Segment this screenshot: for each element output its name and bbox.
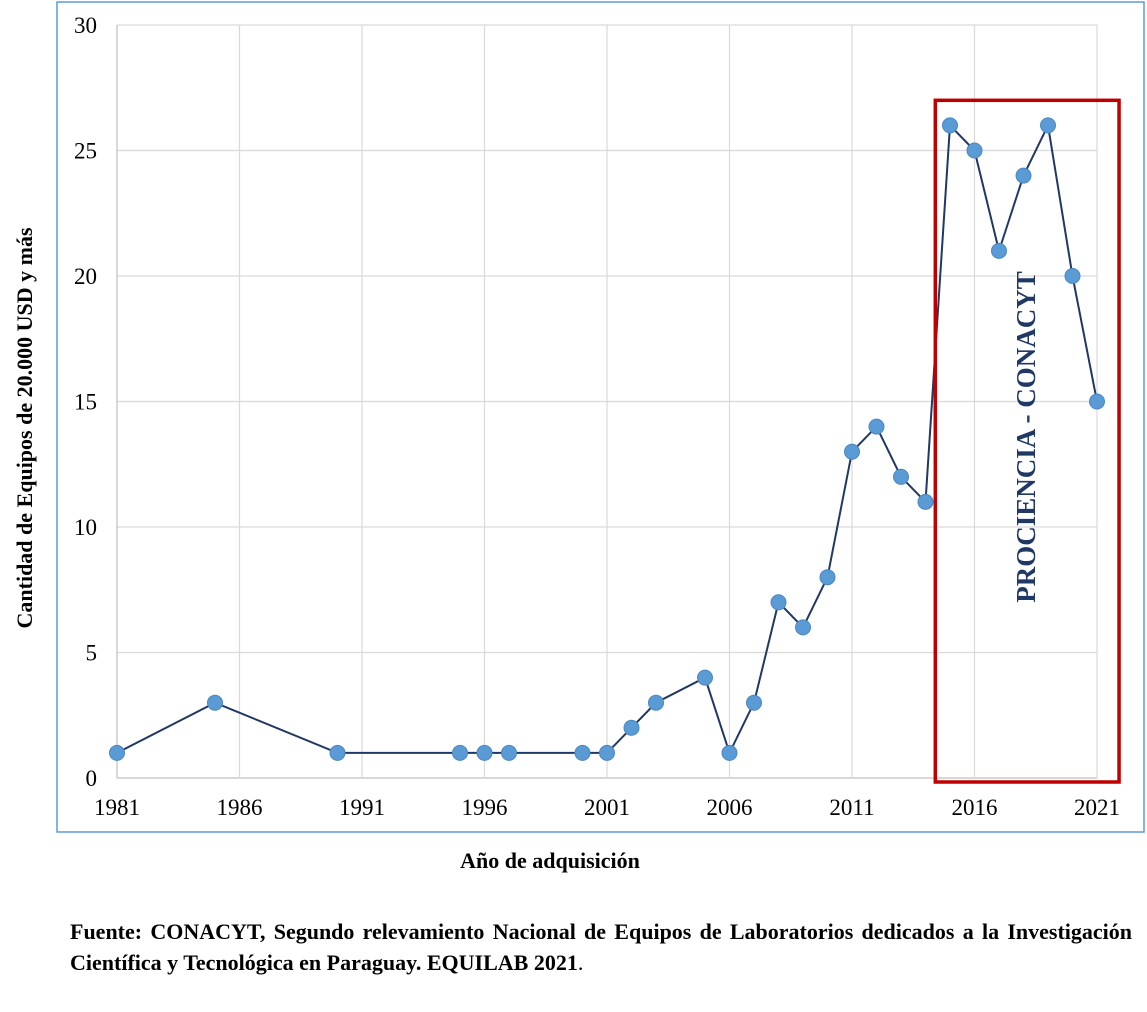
highlight-box xyxy=(933,98,1121,784)
data-point xyxy=(966,142,983,159)
data-point xyxy=(648,694,664,711)
y-tick-label: 30 xyxy=(74,13,97,38)
data-point xyxy=(329,744,346,761)
x-tick-label: 2011 xyxy=(829,795,874,820)
x-tick-label: 2001 xyxy=(584,795,630,820)
y-tick-label: 0 xyxy=(86,766,98,791)
y-tick-label: 20 xyxy=(74,264,97,289)
data-point xyxy=(795,619,811,636)
y-tick-label: 5 xyxy=(86,641,98,666)
data-point xyxy=(991,242,1007,259)
data-point xyxy=(770,594,787,611)
source-text: CONACYT, Segundo relevamiento Nacional d… xyxy=(70,919,1133,975)
y-tick-label: 15 xyxy=(74,390,97,415)
data-point xyxy=(109,744,125,761)
data-point xyxy=(574,744,591,761)
data-point xyxy=(721,744,738,761)
x-tick-label: 1986 xyxy=(217,795,263,820)
y-tick-label: 10 xyxy=(74,515,97,540)
data-point xyxy=(697,669,713,686)
data-points xyxy=(109,117,1105,761)
data-point xyxy=(844,443,860,460)
data-point xyxy=(1089,393,1105,410)
data-point xyxy=(476,744,493,761)
x-tick-label: 2021 xyxy=(1074,795,1120,820)
data-point xyxy=(917,493,934,510)
data-point xyxy=(623,719,640,736)
data-point xyxy=(746,694,762,711)
source-end: . xyxy=(577,950,584,975)
annotation-label: PROCIENCIA - CONACYT xyxy=(1011,271,1041,603)
x-tick-label: 1991 xyxy=(339,795,385,820)
source-note: Fuente: CONACYT, Segundo relevamiento Na… xyxy=(70,916,1132,978)
y-tick-label: 25 xyxy=(74,139,97,164)
line-chart: 0 5 10 15 20 25 30 1981 1986 1991 1996 2001 2006 201… xyxy=(12,1,1145,833)
data-point xyxy=(942,117,958,134)
x-tick-label: 2016 xyxy=(952,795,998,820)
x-tick-label: 1981 xyxy=(94,795,140,820)
data-point xyxy=(1040,117,1056,134)
data-point xyxy=(1064,268,1081,284)
source-label: Fuente: xyxy=(70,919,143,944)
x-tick-labels: 1981 1986 1991 1996 2001 2006 2011 2016 2021 xyxy=(94,795,1120,820)
data-point xyxy=(452,744,468,761)
data-point xyxy=(501,744,517,761)
data-point xyxy=(207,694,223,711)
x-tick-label: 2006 xyxy=(707,795,753,820)
data-point xyxy=(868,418,885,435)
y-tick-labels: 0 5 10 15 20 25 30 xyxy=(74,13,97,791)
chart-frame xyxy=(56,1,1145,833)
data-point xyxy=(599,744,615,761)
data-point xyxy=(1015,167,1032,184)
data-point xyxy=(819,569,836,586)
x-tick-label: 1996 xyxy=(462,795,508,820)
data-point xyxy=(893,468,909,485)
y-axis-label: Cantidad de Equipos de 20.000 USD y más xyxy=(12,227,37,628)
x-axis-label: Año de adquisición xyxy=(460,848,640,873)
